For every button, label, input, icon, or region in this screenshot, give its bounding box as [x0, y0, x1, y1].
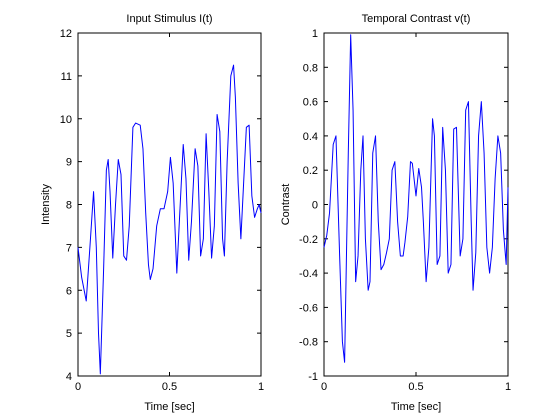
left-ytick-label: 6 — [66, 285, 72, 297]
left-plot-yticks: 4 5 6 7 8 9 10 11 12 — [60, 28, 261, 383]
contrast-series-line — [323, 34, 509, 363]
left-xtick-label: 0.5 — [162, 381, 177, 393]
left-ytick-label: 5 — [66, 328, 72, 340]
left-ytick-label: 8 — [66, 200, 72, 212]
right-plot-title: Temporal Contrast v(t) — [362, 13, 471, 25]
left-plot-xticks: 0 0.5 1 — [75, 33, 264, 393]
right-ytick-label: 0.4 — [303, 131, 318, 143]
right-ytick-label: 0.2 — [303, 165, 318, 177]
input-stimulus-plot: Input Stimulus I(t) Time [sec] Intensity… — [40, 13, 264, 413]
right-plot-xlabel: Time [sec] — [391, 401, 441, 413]
right-ytick-label: 1 — [312, 28, 318, 40]
right-ytick-label: -0.8 — [299, 337, 318, 349]
right-ytick-label: -0.4 — [299, 268, 318, 280]
right-xtick-label: 0.5 — [408, 381, 423, 393]
right-ytick-label: 0.8 — [303, 62, 318, 74]
left-ytick-label: 10 — [60, 114, 72, 126]
intensity-series-line — [77, 64, 262, 375]
right-ytick-label: 0.6 — [303, 97, 318, 109]
temporal-contrast-plot: Temporal Contrast v(t) Time [sec] Contra… — [280, 13, 511, 413]
right-ytick-label: 0 — [312, 200, 318, 212]
left-ytick-label: 11 — [61, 71, 72, 83]
left-ytick-label: 4 — [66, 371, 72, 383]
right-xtick-label: 0 — [321, 381, 327, 393]
right-plot-yticks: -1 -0.8 -0.6 -0.4 -0.2 0 0.2 0.4 0.6 0.8 1 — [299, 28, 508, 383]
right-plot-frame — [323, 32, 509, 377]
left-ytick-label: 9 — [66, 157, 72, 169]
right-ytick-label: -0.6 — [299, 302, 318, 314]
left-plot-title: Input Stimulus I(t) — [126, 13, 212, 25]
left-ytick-label: 12 — [60, 28, 72, 40]
left-ytick-label: 7 — [66, 242, 72, 254]
left-plot-xlabel: Time [sec] — [144, 401, 194, 413]
left-plot-ylabel: Intensity — [40, 184, 52, 225]
right-plot-xticks: 0 0.5 1 — [321, 33, 511, 393]
right-ytick-label: -1 — [308, 371, 318, 383]
right-ytick-label: -0.2 — [299, 234, 318, 246]
right-xtick-label: 1 — [505, 381, 511, 393]
left-xtick-label: 0 — [75, 381, 81, 393]
right-plot-ylabel: Contrast — [280, 184, 292, 226]
left-xtick-label: 1 — [258, 381, 264, 393]
